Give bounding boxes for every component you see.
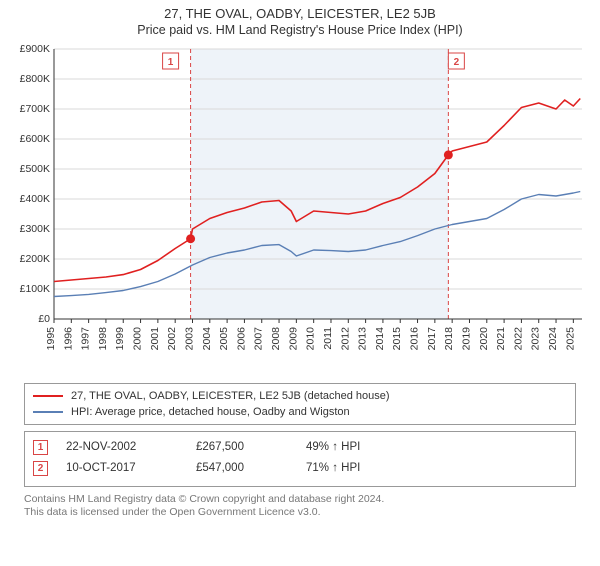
transaction-price: £267,500 bbox=[196, 441, 306, 453]
transaction-date: 10-OCT-2017 bbox=[66, 462, 196, 474]
legend-swatch bbox=[33, 411, 63, 413]
svg-text:2016: 2016 bbox=[409, 327, 421, 351]
svg-text:£500K: £500K bbox=[20, 163, 50, 175]
transaction-badge: 1 bbox=[33, 440, 48, 455]
svg-text:£100K: £100K bbox=[20, 283, 50, 295]
svg-text:£0: £0 bbox=[38, 313, 50, 325]
transaction-date: 22-NOV-2002 bbox=[66, 441, 196, 453]
page-subtitle: Price paid vs. HM Land Registry's House … bbox=[0, 23, 600, 37]
svg-text:2015: 2015 bbox=[391, 327, 403, 351]
transaction-row: 1 22-NOV-2002£267,50049% ↑ HPI bbox=[33, 440, 567, 455]
svg-text:2010: 2010 bbox=[305, 327, 317, 351]
svg-text:2001: 2001 bbox=[149, 327, 161, 351]
svg-text:£700K: £700K bbox=[20, 103, 50, 115]
svg-text:2007: 2007 bbox=[253, 327, 265, 351]
svg-text:2021: 2021 bbox=[495, 327, 507, 351]
transaction-row: 2 10-OCT-2017£547,00071% ↑ HPI bbox=[33, 461, 567, 476]
legend-swatch bbox=[33, 395, 63, 397]
transactions-box: 1 22-NOV-2002£267,50049% ↑ HPI 2 10-OCT-201… bbox=[24, 431, 576, 487]
legend-label: 27, THE OVAL, OADBY, LEICESTER, LE2 5JB … bbox=[71, 389, 390, 404]
svg-text:2000: 2000 bbox=[132, 327, 144, 351]
svg-text:2009: 2009 bbox=[287, 327, 299, 351]
svg-text:2018: 2018 bbox=[443, 327, 455, 351]
svg-text:2017: 2017 bbox=[426, 327, 438, 351]
svg-text:2020: 2020 bbox=[478, 327, 490, 351]
svg-text:£400K: £400K bbox=[20, 193, 50, 205]
transaction-pct: 49% ↑ HPI bbox=[306, 441, 360, 453]
legend-row: 27, THE OVAL, OADBY, LEICESTER, LE2 5JB … bbox=[33, 389, 567, 404]
transaction-price: £547,000 bbox=[196, 462, 306, 474]
svg-text:2008: 2008 bbox=[270, 327, 282, 351]
footer-line-2: This data is licensed under the Open Gov… bbox=[24, 506, 576, 519]
svg-text:2002: 2002 bbox=[166, 327, 178, 351]
svg-text:1998: 1998 bbox=[97, 327, 109, 351]
svg-text:£900K: £900K bbox=[20, 43, 50, 55]
page-title: 27, THE OVAL, OADBY, LEICESTER, LE2 5JB bbox=[0, 6, 600, 21]
price-chart: £0 £100K £200K £300K £400K £500K £600K £700K £80… bbox=[10, 43, 590, 377]
svg-text:2: 2 bbox=[454, 57, 460, 68]
footer-line-1: Contains HM Land Registry data © Crown c… bbox=[24, 493, 576, 506]
svg-text:2025: 2025 bbox=[564, 327, 576, 351]
svg-text:2003: 2003 bbox=[183, 327, 195, 351]
svg-text:2022: 2022 bbox=[512, 327, 524, 351]
transaction-pct: 71% ↑ HPI bbox=[306, 462, 360, 474]
svg-text:1: 1 bbox=[168, 57, 174, 68]
transaction-badge: 2 bbox=[33, 461, 48, 476]
svg-text:2014: 2014 bbox=[374, 327, 386, 351]
svg-text:2004: 2004 bbox=[201, 327, 213, 351]
legend-row: HPI: Average price, detached house, Oadb… bbox=[33, 405, 567, 420]
svg-text:2023: 2023 bbox=[530, 327, 542, 351]
svg-text:2013: 2013 bbox=[357, 327, 369, 351]
svg-text:2012: 2012 bbox=[339, 327, 351, 351]
svg-text:2006: 2006 bbox=[235, 327, 247, 351]
svg-text:1996: 1996 bbox=[62, 327, 74, 351]
svg-text:2011: 2011 bbox=[322, 327, 334, 350]
svg-text:1997: 1997 bbox=[80, 327, 92, 351]
chart-svg: £0 £100K £200K £300K £400K £500K £600K £700K £80… bbox=[10, 43, 590, 377]
svg-text:£600K: £600K bbox=[20, 133, 50, 145]
svg-text:2019: 2019 bbox=[460, 327, 472, 351]
svg-text:£300K: £300K bbox=[20, 223, 50, 235]
legend-label: HPI: Average price, detached house, Oadb… bbox=[71, 405, 350, 420]
svg-text:2005: 2005 bbox=[218, 327, 230, 351]
svg-text:£200K: £200K bbox=[20, 253, 50, 265]
svg-text:£800K: £800K bbox=[20, 73, 50, 85]
footer-license: Contains HM Land Registry data © Crown c… bbox=[24, 493, 576, 519]
legend: 27, THE OVAL, OADBY, LEICESTER, LE2 5JB … bbox=[24, 383, 576, 425]
svg-text:1999: 1999 bbox=[114, 327, 126, 351]
svg-text:1995: 1995 bbox=[45, 327, 57, 351]
svg-text:2024: 2024 bbox=[547, 327, 559, 351]
